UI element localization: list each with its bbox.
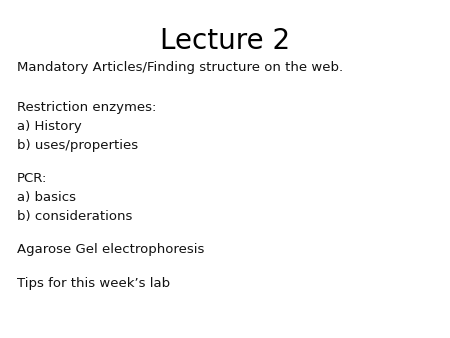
Text: b) uses/properties: b) uses/properties bbox=[17, 139, 138, 151]
Text: Tips for this week’s lab: Tips for this week’s lab bbox=[17, 277, 170, 290]
Text: a) History: a) History bbox=[17, 120, 82, 133]
Text: Lecture 2: Lecture 2 bbox=[160, 27, 290, 55]
Text: Agarose Gel electrophoresis: Agarose Gel electrophoresis bbox=[17, 243, 204, 256]
Text: PCR:: PCR: bbox=[17, 172, 47, 185]
Text: b) considerations: b) considerations bbox=[17, 210, 132, 222]
Text: Mandatory Articles/Finding structure on the web.: Mandatory Articles/Finding structure on … bbox=[17, 61, 343, 74]
Text: Restriction enzymes:: Restriction enzymes: bbox=[17, 101, 157, 114]
Text: a) basics: a) basics bbox=[17, 191, 76, 204]
